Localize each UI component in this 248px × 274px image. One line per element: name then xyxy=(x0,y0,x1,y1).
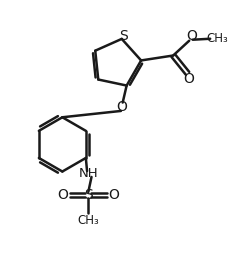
Text: S: S xyxy=(84,188,93,202)
Text: O: O xyxy=(58,188,68,202)
Text: CH₃: CH₃ xyxy=(77,214,99,227)
Text: O: O xyxy=(186,29,197,43)
Text: O: O xyxy=(108,188,119,202)
Text: O: O xyxy=(116,99,127,113)
Text: CH₃: CH₃ xyxy=(206,32,228,45)
Text: NH: NH xyxy=(79,167,98,181)
Text: S: S xyxy=(119,29,128,43)
Text: O: O xyxy=(183,72,194,86)
